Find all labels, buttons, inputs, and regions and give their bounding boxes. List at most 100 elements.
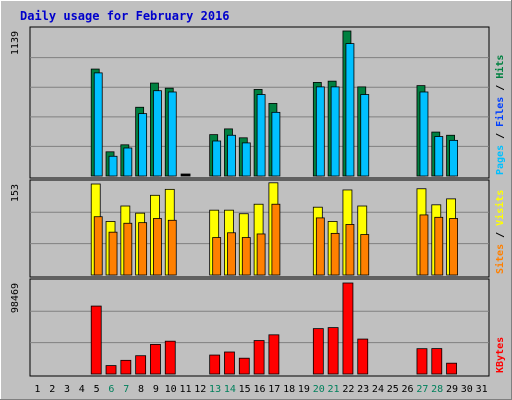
side-legend-part: Hits xyxy=(494,55,506,79)
day-label: 10 xyxy=(165,384,177,395)
day-label: 13 xyxy=(209,384,221,395)
bar-sites-day-20 xyxy=(315,217,325,276)
day-label: 9 xyxy=(153,384,159,395)
bar-pages-day-27 xyxy=(419,91,429,177)
bar-pages-day-5 xyxy=(93,72,103,177)
bar-pages-day-7 xyxy=(123,147,133,177)
bar-kbytes-day-10 xyxy=(164,340,176,375)
day-label: 27 xyxy=(416,384,428,395)
max-value-label: 1139 xyxy=(10,31,21,55)
bar-sites-day-13 xyxy=(212,237,222,276)
panel-kbytes: 98469 KBytes xyxy=(10,278,506,377)
side-legend-part: Pages xyxy=(495,145,506,175)
side-legend-part: Visits xyxy=(494,190,506,226)
bar-sites-day-7 xyxy=(123,222,133,276)
side-legend-part: KBytes xyxy=(495,337,506,373)
bar-kbytes-day-22 xyxy=(342,282,354,375)
bar-sites-day-23 xyxy=(360,234,370,276)
bar-kbytes-day-28 xyxy=(431,348,443,375)
day-label: 26 xyxy=(402,384,414,395)
bar-files-day-11 xyxy=(180,173,191,177)
day-label: 22 xyxy=(342,384,354,395)
side-legend-part: / xyxy=(495,79,506,97)
bar-pages-day-15 xyxy=(241,142,251,177)
bar-pages-day-10 xyxy=(167,91,177,177)
side-legend-part: / xyxy=(495,226,506,244)
day-label: 24 xyxy=(372,384,384,395)
day-label: 18 xyxy=(283,384,295,395)
bar-kbytes-day-20 xyxy=(312,328,324,375)
side-legend: Pages / Files / Hits xyxy=(494,55,506,175)
side-legend-part: Sites xyxy=(494,244,506,274)
bar-kbytes-day-23 xyxy=(357,338,369,375)
bar-kbytes-day-16 xyxy=(253,340,265,375)
panel-hits-files-pages: 1139 Pages / Files / Hits xyxy=(10,26,506,179)
day-axis: 1 2 3 4 5 6 7 8 9 10 11 12 13 14 15 16 17 18 19 20 21 22 23 24 2… xyxy=(34,384,487,395)
day-label: 12 xyxy=(194,384,206,395)
bar-pages-day-23 xyxy=(360,94,370,177)
bar-sites-day-27 xyxy=(419,214,429,276)
bar-pages-day-13 xyxy=(212,140,222,177)
day-label: 2 xyxy=(49,384,55,395)
bar-kbytes-day-7 xyxy=(120,359,132,375)
side-legend-part: / xyxy=(495,127,506,145)
bar-sites-day-5 xyxy=(93,216,103,276)
bar-sites-day-6 xyxy=(108,231,118,276)
bar-sites-day-29 xyxy=(449,218,458,276)
bar-kbytes-day-27 xyxy=(416,348,428,375)
day-label: 30 xyxy=(461,384,473,395)
bar-kbytes-day-17 xyxy=(268,334,280,375)
day-label: 29 xyxy=(446,384,458,395)
bar-kbytes-day-6 xyxy=(105,365,117,375)
bar-kbytes-day-21 xyxy=(327,327,339,375)
bar-sites-day-21 xyxy=(330,232,340,276)
bar-pages-day-16 xyxy=(256,94,266,177)
bar-sites-day-15 xyxy=(241,237,251,276)
max-value-label: 153 xyxy=(10,184,21,202)
day-label: 17 xyxy=(268,384,280,395)
bar-kbytes-day-29 xyxy=(446,362,457,375)
bar-sites-day-22 xyxy=(345,224,355,276)
day-label: 5 xyxy=(94,384,100,395)
bar-sites-day-16 xyxy=(256,233,266,276)
day-label: 19 xyxy=(298,384,310,395)
bar-kbytes-day-14 xyxy=(224,351,235,375)
bar-sites-day-28 xyxy=(434,216,444,276)
bar-pages-day-6 xyxy=(108,155,118,177)
bar-sites-day-17 xyxy=(271,203,281,276)
bar-pages-day-14 xyxy=(227,134,236,177)
day-label: 6 xyxy=(108,384,114,395)
day-label: 3 xyxy=(64,384,70,395)
max-value-label: 98469 xyxy=(10,283,21,313)
day-label: 16 xyxy=(253,384,265,395)
day-label: 14 xyxy=(224,384,236,395)
bar-pages-day-9 xyxy=(153,90,162,177)
chart-panels: 1139 Pages / Files / Hits 153 Sites / Visit… xyxy=(10,26,506,377)
side-legend: Sites / Visits xyxy=(494,190,506,274)
bar-sites-day-9 xyxy=(153,218,162,276)
bar-kbytes-day-5 xyxy=(90,305,102,375)
side-legend: KBytes xyxy=(495,337,506,373)
bar-pages-day-21 xyxy=(330,86,340,177)
bar-pages-day-28 xyxy=(434,136,444,177)
bar-pages-day-17 xyxy=(271,111,281,177)
day-label: 28 xyxy=(431,384,443,395)
bar-kbytes-day-9 xyxy=(150,344,161,375)
bar-sites-day-10 xyxy=(167,219,177,276)
day-label: 23 xyxy=(357,384,369,395)
day-label: 11 xyxy=(179,384,191,395)
bar-kbytes-day-13 xyxy=(209,354,221,375)
bar-pages-day-29 xyxy=(449,139,458,177)
day-label: 21 xyxy=(328,384,340,395)
bar-kbytes-day-15 xyxy=(238,357,250,375)
bar-sites-day-8 xyxy=(138,222,148,276)
side-legend-part: Files xyxy=(494,97,506,127)
day-label: 25 xyxy=(387,384,399,395)
panel-visits-sites: 153 Sites / Visits xyxy=(10,179,506,278)
day-label: 8 xyxy=(138,384,144,395)
bar-pages-day-8 xyxy=(138,113,148,177)
bar-kbytes-day-8 xyxy=(135,355,147,375)
bar-sites-day-14 xyxy=(227,232,236,276)
day-label: 31 xyxy=(476,384,488,395)
